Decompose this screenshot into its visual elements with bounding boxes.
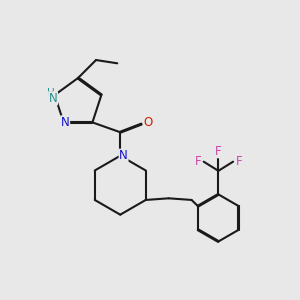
Text: N: N	[119, 149, 128, 162]
Text: O: O	[143, 116, 153, 129]
Text: H: H	[47, 88, 55, 98]
Text: N: N	[49, 92, 57, 105]
Text: N: N	[61, 116, 70, 129]
Text: F: F	[215, 145, 222, 158]
Text: F: F	[236, 155, 242, 168]
Text: F: F	[194, 155, 201, 168]
